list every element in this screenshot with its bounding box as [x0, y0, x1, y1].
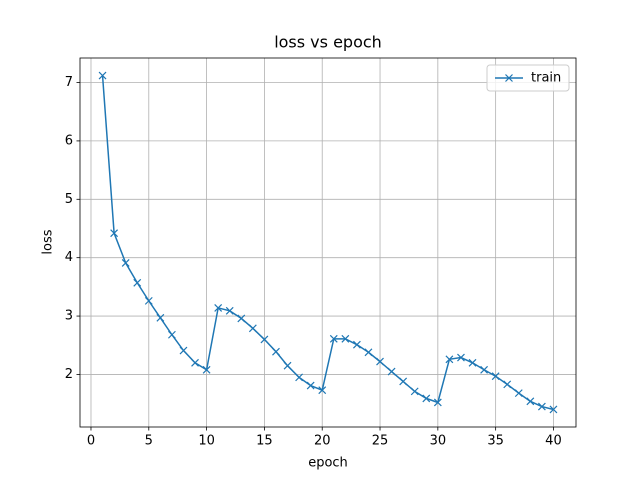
data-point — [433, 398, 442, 407]
x-tick-label: 10 — [198, 434, 215, 449]
data-point — [457, 353, 465, 362]
x-tick-label: 5 — [145, 434, 153, 449]
data-point — [468, 358, 477, 367]
y-axis-label: loss — [41, 229, 56, 254]
data-point — [526, 397, 535, 406]
data-point — [480, 365, 489, 374]
data-point — [364, 348, 373, 357]
data-point — [156, 313, 165, 322]
y-tick-label: 2 — [65, 367, 73, 382]
data-point — [376, 357, 384, 366]
data-point — [306, 381, 315, 390]
legend-label: train — [531, 71, 561, 86]
data-point — [248, 324, 257, 333]
data-point — [514, 389, 523, 398]
data-point — [191, 358, 199, 367]
data-point — [283, 361, 292, 370]
data-point — [121, 259, 130, 267]
data-point — [179, 346, 188, 355]
x-tick-label: 15 — [256, 434, 273, 449]
data-point — [110, 229, 119, 238]
data-point — [410, 387, 419, 396]
data-point — [503, 380, 512, 389]
data-point — [225, 306, 234, 315]
y-tick-label: 4 — [65, 250, 73, 265]
x-axis-label: epoch — [308, 456, 348, 471]
data-point — [167, 330, 176, 339]
data-point — [272, 347, 280, 356]
y-tick-label: 3 — [65, 309, 73, 324]
data-point — [295, 373, 304, 382]
legend-marker — [505, 74, 513, 82]
data-point — [491, 372, 500, 381]
x-tick-label: 0 — [87, 434, 95, 449]
data-point — [329, 334, 338, 343]
legend-box — [486, 64, 570, 92]
data-point — [133, 278, 142, 287]
data-point — [237, 314, 246, 323]
data-point — [144, 296, 153, 305]
data-point — [387, 367, 396, 376]
plot-frame — [79, 57, 577, 428]
y-tick-label: 7 — [65, 75, 73, 90]
y-tick-label: 6 — [65, 133, 73, 148]
data-point — [202, 365, 211, 374]
data-point — [399, 377, 408, 386]
x-tick-label: 40 — [545, 434, 562, 449]
data-point — [214, 303, 223, 312]
data-point — [422, 394, 431, 403]
data-point — [341, 334, 350, 343]
data-point — [352, 340, 361, 349]
x-tick-label: 20 — [314, 434, 331, 449]
y-tick-label: 5 — [65, 192, 73, 207]
data-point — [98, 71, 107, 80]
x-tick-label: 25 — [372, 434, 389, 449]
x-tick-label: 35 — [487, 434, 504, 449]
data-point — [537, 402, 546, 411]
series-line — [101, 75, 554, 411]
data-point — [445, 355, 454, 364]
data-point — [549, 405, 558, 414]
data-point — [318, 386, 327, 395]
x-tick-label: 30 — [430, 434, 447, 449]
data-point — [260, 335, 269, 344]
chart-title: loss vs epoch — [274, 33, 382, 52]
